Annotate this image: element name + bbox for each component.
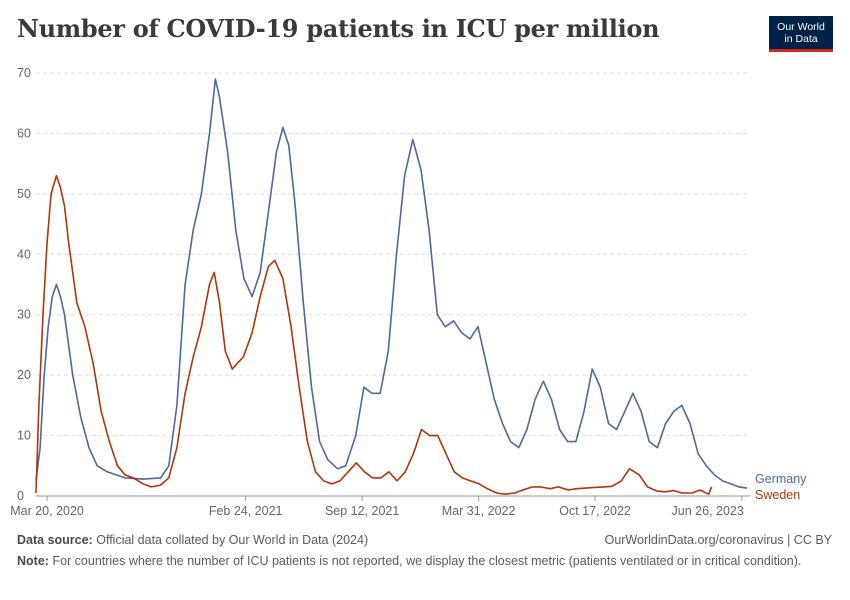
y-tick-label: 70	[17, 66, 31, 80]
x-tick-label: Mar 20, 2020	[10, 504, 84, 518]
y-tick-label: 0	[17, 489, 24, 503]
note-label: Note:	[17, 554, 49, 568]
series-line-sweden	[35, 174, 713, 495]
owid-logo[interactable]: Our World in Data	[769, 16, 833, 52]
data-source-label: Data source:	[17, 533, 93, 547]
y-tick-label: 20	[17, 368, 31, 382]
legend-label-sweden: Sweden	[755, 488, 800, 502]
y-tick-label: 50	[17, 187, 31, 201]
note-text: For countries where the number of ICU pa…	[52, 554, 802, 568]
x-tick-label: Sep 12, 2021	[325, 504, 399, 518]
x-tick-label: Oct 17, 2022	[559, 504, 631, 518]
source-link[interactable]: OurWorldinData.org/coronavirus | CC BY	[604, 533, 832, 547]
x-tick-label: Jun 26, 2023	[672, 504, 744, 518]
chart-note: Note: For countries where the number of …	[17, 554, 817, 569]
page-title: Number of COVID-19 patients in ICU per m…	[17, 14, 660, 43]
x-tick-label: Feb 24, 2021	[209, 504, 283, 518]
y-tick-label: 60	[17, 126, 31, 140]
x-tick-label: Mar 31, 2022	[442, 504, 516, 518]
legend-label-germany: Germany	[755, 472, 807, 486]
y-tick-label: 10	[17, 429, 31, 443]
data-source: Data source: Official data collated by O…	[17, 533, 368, 547]
logo-line-1: Our World	[777, 21, 825, 33]
y-tick-label: 30	[17, 308, 31, 322]
logo-line-2: in Data	[784, 33, 818, 45]
line-chart: 0 10 20 30 40 50 60 70 Mar 20, 2020 Feb 24, 2021 S…	[10, 66, 807, 518]
data-source-text: Official data collated by Our World in D…	[96, 533, 369, 547]
y-tick-label: 40	[17, 247, 31, 261]
series-line-germany	[35, 78, 748, 489]
